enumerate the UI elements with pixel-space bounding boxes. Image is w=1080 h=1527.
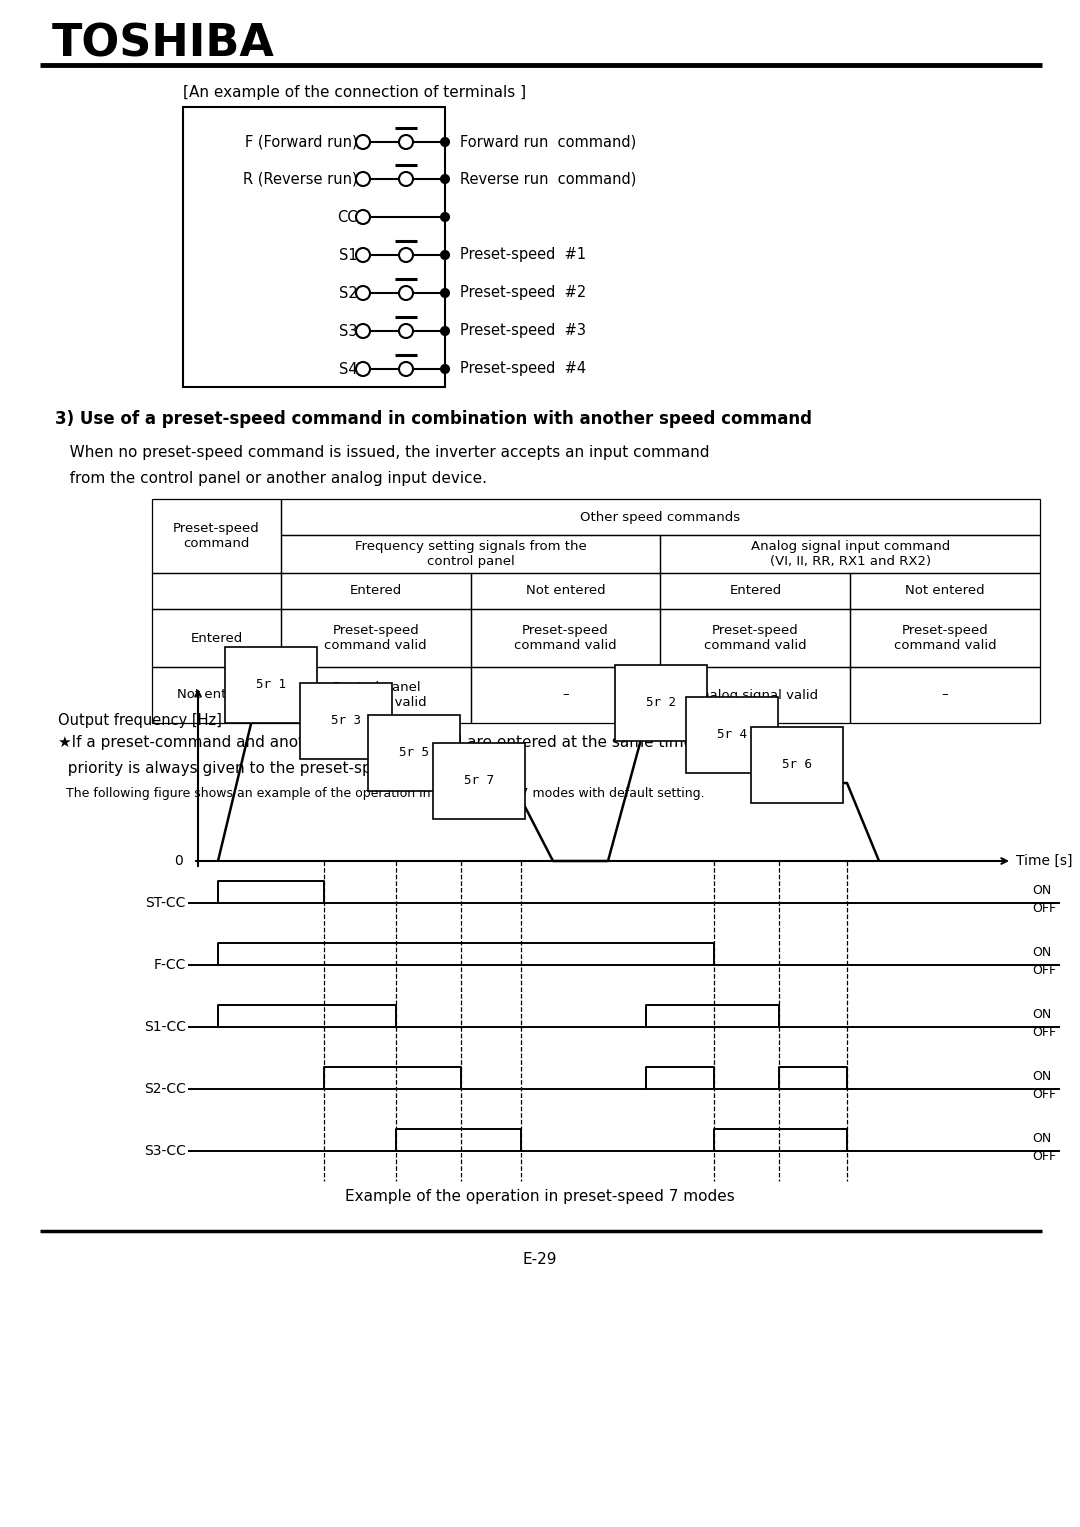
Text: Preset-speed
command valid: Preset-speed command valid — [514, 625, 617, 652]
Text: Frequency setting signals from the
control panel: Frequency setting signals from the contr… — [354, 541, 586, 568]
Circle shape — [441, 250, 449, 260]
Text: F (Forward run): F (Forward run) — [245, 134, 357, 150]
Text: 5r 6: 5r 6 — [782, 759, 812, 771]
Text: Preset-speed  #2: Preset-speed #2 — [460, 286, 586, 301]
Text: 5r 5: 5r 5 — [399, 747, 429, 759]
Circle shape — [399, 362, 413, 376]
Text: Forward run  command): Forward run command) — [460, 134, 636, 150]
Circle shape — [441, 327, 449, 334]
Text: Preset-speed
command valid: Preset-speed command valid — [704, 625, 807, 652]
Text: 5r 7: 5r 7 — [464, 774, 494, 788]
Text: Output frequency [Hz]: Output frequency [Hz] — [58, 713, 221, 728]
Text: S4: S4 — [339, 362, 357, 377]
Text: F-CC: F-CC — [153, 957, 186, 973]
Text: OFF: OFF — [1032, 1089, 1056, 1101]
Text: CC: CC — [337, 209, 357, 224]
Circle shape — [356, 211, 370, 224]
Text: S2: S2 — [339, 286, 357, 301]
Text: OFF: OFF — [1032, 965, 1056, 977]
Text: Preset-speed  #1: Preset-speed #1 — [460, 247, 586, 263]
Circle shape — [399, 134, 413, 150]
Text: Not entered: Not entered — [176, 689, 256, 701]
Text: Analog signal input command
(VI, II, RR, RX1 and RX2): Analog signal input command (VI, II, RR,… — [751, 541, 949, 568]
Text: 5r 4: 5r 4 — [717, 728, 747, 742]
Text: Entered: Entered — [350, 585, 402, 597]
Text: Not entered: Not entered — [526, 585, 606, 597]
Text: –: – — [942, 689, 948, 701]
Text: Time [s]: Time [s] — [1016, 854, 1072, 867]
Circle shape — [356, 362, 370, 376]
Text: OFF: OFF — [1032, 902, 1056, 916]
Text: ST-CC: ST-CC — [146, 896, 186, 910]
Circle shape — [356, 173, 370, 186]
Text: TOSHIBA: TOSHIBA — [52, 23, 275, 66]
Circle shape — [441, 137, 449, 147]
Text: ON: ON — [1032, 1008, 1051, 1020]
Circle shape — [356, 286, 370, 299]
Text: Preset-speed
command valid: Preset-speed command valid — [324, 625, 427, 652]
Text: R (Reverse run): R (Reverse run) — [243, 171, 357, 186]
Text: Entered: Entered — [190, 632, 243, 644]
Text: Other speed commands: Other speed commands — [580, 510, 741, 524]
Text: Reverse run  command): Reverse run command) — [460, 171, 636, 186]
Text: S3-CC: S3-CC — [144, 1144, 186, 1157]
Circle shape — [399, 324, 413, 337]
Text: S1: S1 — [339, 247, 357, 263]
Text: [An example of the connection of terminals ]: [An example of the connection of termina… — [183, 84, 526, 99]
Text: ★If a preset-command and another speed command are entered at the same time,: ★If a preset-command and another speed c… — [58, 736, 698, 750]
Text: Preset-speed  #4: Preset-speed #4 — [460, 362, 586, 377]
Text: ON: ON — [1032, 945, 1051, 959]
Text: When no preset-speed command is issued, the inverter accepts an input command: When no preset-speed command is issued, … — [55, 446, 710, 461]
Circle shape — [399, 247, 413, 263]
Text: Control panel
command valid: Control panel command valid — [324, 681, 427, 709]
Text: The following figure shows an example of the operation in preset-speed 7 modes w: The following figure shows an example of… — [58, 786, 704, 800]
Text: Preset-speed
command valid: Preset-speed command valid — [894, 625, 997, 652]
Text: ON: ON — [1032, 1132, 1051, 1145]
Text: Example of the operation in preset-speed 7 modes: Example of the operation in preset-speed… — [346, 1188, 734, 1203]
Text: S1-CC: S1-CC — [144, 1020, 186, 1034]
Text: priority is always given to the preset-speed command.: priority is always given to the preset-s… — [58, 762, 487, 777]
Text: Preset-speed  #3: Preset-speed #3 — [460, 324, 586, 339]
Text: ON: ON — [1032, 884, 1051, 896]
Circle shape — [399, 173, 413, 186]
Circle shape — [356, 134, 370, 150]
Circle shape — [441, 176, 449, 183]
Text: Entered: Entered — [729, 585, 782, 597]
Circle shape — [441, 365, 449, 373]
Text: Not entered: Not entered — [905, 585, 985, 597]
Circle shape — [441, 289, 449, 296]
Circle shape — [441, 212, 449, 221]
Text: 0: 0 — [174, 854, 183, 867]
Text: OFF: OFF — [1032, 1026, 1056, 1040]
Text: Analog signal valid: Analog signal valid — [692, 689, 819, 701]
Circle shape — [399, 286, 413, 299]
Text: from the control panel or another analog input device.: from the control panel or another analog… — [55, 472, 487, 487]
Circle shape — [356, 247, 370, 263]
Text: ON: ON — [1032, 1069, 1051, 1083]
Text: E-29: E-29 — [523, 1252, 557, 1266]
Text: 5r 3: 5r 3 — [330, 715, 361, 727]
Circle shape — [356, 324, 370, 337]
Text: S3: S3 — [339, 324, 357, 339]
Text: –: – — [563, 689, 569, 701]
Text: 5r 1: 5r 1 — [256, 678, 286, 692]
Text: 3) Use of a preset-speed command in combination with another speed command: 3) Use of a preset-speed command in comb… — [55, 411, 812, 428]
Text: Preset-speed
command: Preset-speed command — [173, 522, 260, 550]
Text: OFF: OFF — [1032, 1150, 1056, 1164]
Text: S2-CC: S2-CC — [144, 1083, 186, 1096]
Text: 5r 2: 5r 2 — [646, 696, 676, 710]
